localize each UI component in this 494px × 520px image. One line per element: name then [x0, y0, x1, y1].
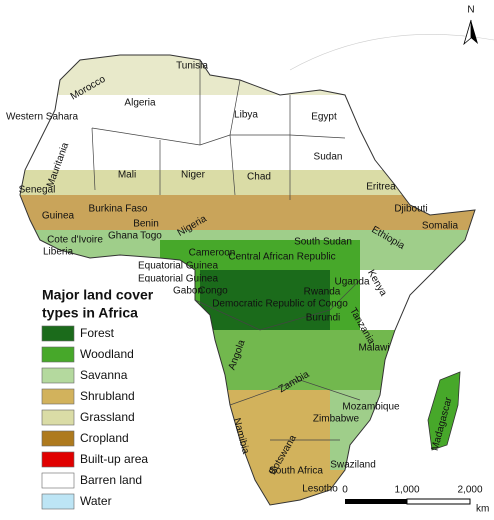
legend-label: Built-up area — [80, 452, 148, 466]
country-label: Burkina Faso — [89, 204, 148, 215]
country-label: Equatorial Guinea — [138, 261, 218, 272]
legend-swatch — [41, 325, 75, 342]
country-label: South Africa — [269, 466, 323, 477]
country-label: Libya — [234, 110, 258, 121]
scale-label: 1,000 — [394, 485, 419, 496]
country-label: Guinea — [42, 211, 75, 222]
country-label: Central African Republic — [228, 252, 335, 263]
country-label: Malawi — [358, 343, 389, 354]
coastline — [19, 54, 476, 506]
country-label: Niger — [181, 170, 206, 181]
legend-swatch — [41, 367, 75, 384]
country-label: Zimbabwe — [313, 414, 360, 425]
country-label: Cote d'Ivoire — [47, 235, 103, 246]
legend: Forest Woodland Savanna Shrubland Grassland C… — [41, 325, 148, 510]
legend-swatch — [41, 430, 75, 447]
country-label: Cameroon — [189, 248, 236, 259]
legend-swatch — [41, 388, 75, 405]
scale-label: 2,000 — [457, 485, 482, 496]
legend-swatch — [41, 346, 75, 363]
legend-swatch — [41, 472, 75, 489]
scale-unit: km — [476, 504, 489, 515]
country-label: Lesotho — [302, 484, 338, 495]
country-label: Liberia — [43, 247, 73, 258]
country-label: Democratic Republic of Congo — [212, 299, 348, 310]
country-label: Chad — [247, 172, 271, 183]
country-label: Mozambique — [342, 402, 400, 413]
country-label: Mali — [118, 170, 136, 181]
country-label: Gabon — [173, 286, 203, 297]
legend-swatch — [41, 409, 75, 426]
country-label: Senegal — [19, 185, 56, 196]
scale-bar: 0 1,000 2,000 km — [342, 485, 489, 515]
country-label: Western Sahara — [6, 112, 79, 123]
madagascar — [427, 371, 461, 451]
scale-label: 0 — [342, 485, 348, 496]
legend-label: Savanna — [80, 368, 128, 382]
north-label: N — [467, 5, 474, 16]
country-label: Benin — [133, 219, 159, 230]
country-label: Sudan — [314, 152, 343, 163]
country-label: Somalia — [422, 221, 459, 232]
country-label: Congo — [198, 286, 228, 297]
legend-label: Cropland — [80, 431, 129, 445]
north-arrow: N — [463, 5, 478, 46]
country-label: Uganda — [334, 277, 369, 288]
legend-label: Water — [80, 494, 112, 508]
graticule — [289, 34, 494, 71]
country-label: Eritrea — [366, 182, 396, 193]
country-label: Equatorial Guinea — [138, 274, 218, 285]
country-label: Egypt — [311, 112, 337, 123]
country-label: South Sudan — [294, 237, 352, 248]
legend-label: Barren land — [80, 473, 142, 487]
country-label: Swaziland — [330, 460, 376, 471]
legend-label: Forest — [80, 326, 115, 340]
legend-swatch — [41, 451, 75, 468]
legend-label: Shrubland — [80, 389, 135, 403]
country-label: Ghana — [108, 231, 138, 242]
legend-title: Major land cover — [42, 287, 154, 303]
country-label: Tunisia — [176, 61, 208, 72]
country-label: Djibouti — [394, 204, 427, 215]
legend-swatch — [41, 493, 75, 510]
legend-title: types in Africa — [42, 305, 138, 321]
country-label: Algeria — [124, 98, 156, 109]
borders — [91, 60, 361, 441]
legend-label: Grassland — [80, 410, 135, 424]
country-label: Burundi — [306, 313, 340, 324]
country-label: Togo — [140, 231, 162, 242]
legend-label: Woodland — [80, 347, 134, 361]
country-label: Rwanda — [304, 287, 341, 298]
